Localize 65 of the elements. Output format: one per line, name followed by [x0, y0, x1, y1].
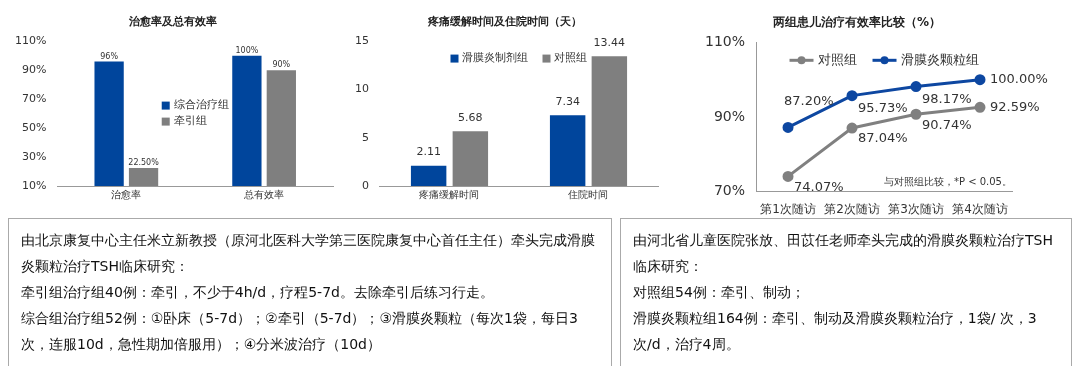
x-tick-label: 疼痛缓解时间: [419, 188, 480, 200]
data-label: 100%: [235, 45, 259, 55]
data-label: 7.34: [555, 94, 580, 108]
data-label: 2.11: [416, 144, 441, 158]
y-tick-label: 110%: [14, 34, 47, 48]
chart-title: 治愈率及总有效率: [127, 15, 217, 29]
x-tick-label: 住院时间: [568, 188, 609, 200]
x-tick-label: 第4次随访: [952, 201, 1008, 216]
text: 由北京康复中心主任米立新教授（原河北医科大学第三医院康复中心首任主任）牵头完成滑膜炎颗粒治疗TSH临床研究：: [21, 231, 596, 276]
y-tick-label: 90%: [713, 107, 746, 124]
x-tick-label: 第3次随访: [888, 201, 944, 216]
point: [782, 170, 794, 182]
text: 牵引组治疗组40例：牵引，不少于4h/d，疗程5-7d。去除牵引后练习行走。: [21, 283, 495, 302]
x-tick-label: 总有效率: [243, 188, 285, 200]
annotation: 与对照组比较，*P < 0.05。: [883, 176, 1012, 188]
data-label: 92.59%: [990, 98, 1040, 114]
point: [846, 90, 858, 102]
legend-label: 牵引组: [173, 114, 207, 128]
text: 综合组治疗组52例：①卧床（5-7d）；②牵引（5-7d）；③滑膜炎颗粒（每次1袋，每日3次，连服10d，急性期加倍服用）；④分米波治疗（10d）: [21, 309, 579, 354]
data-label: 5.68: [458, 110, 483, 124]
data-label: 87.04%: [858, 130, 908, 146]
y-tick-label: 15: [355, 34, 369, 48]
point: [974, 74, 986, 86]
legend-label: 对照组: [554, 51, 588, 65]
y-tick-label: 30%: [21, 149, 47, 163]
data-label: 100.00%: [990, 71, 1048, 87]
point: [974, 101, 986, 113]
point: [910, 81, 922, 93]
y-tick-label: 70%: [713, 182, 746, 199]
y-tick-label: 10%: [21, 178, 47, 192]
legend-label: 滑膜炎颗粒组: [900, 51, 979, 67]
legend-label: 对照组: [817, 51, 857, 67]
bar: [549, 115, 586, 186]
data-label: 98.17%: [922, 90, 972, 106]
chart-title: 两组患儿治疗有效率比较（%）: [771, 15, 942, 30]
bar: [452, 131, 489, 186]
legend-label: 综合治疗组: [173, 98, 229, 112]
point: [846, 122, 858, 134]
data-label: 95.73%: [858, 100, 908, 115]
data-label: 90.74%: [922, 116, 972, 132]
data-label: 96%: [100, 51, 119, 61]
data-label: 90%: [272, 60, 291, 70]
chart-title: 疼痛缓解时间及住院时间（天）: [427, 15, 582, 29]
legend-label: 滑膜炎制剂组: [462, 51, 529, 65]
data-label: 13.44: [593, 35, 626, 49]
y-tick-label: 5: [362, 130, 369, 144]
x-tick-label: 第2次随访: [824, 201, 880, 216]
x-tick-label: 治愈率: [111, 188, 142, 200]
y-tick-label: 0: [362, 178, 369, 192]
x-tick-label: 第1次随访: [760, 201, 816, 216]
y-tick-label: 90%: [21, 63, 47, 77]
bar: [410, 165, 447, 186]
y-tick-label: 70%: [21, 91, 47, 105]
text: 滑膜炎颗粒组164例：牵引、制动及滑膜炎颗粒治疗，1袋/ 次，3次/d，治疗4周。: [633, 309, 1038, 354]
y-tick-label: 50%: [21, 120, 47, 134]
point: [910, 108, 922, 120]
text: 对照组54例：牵引、制动；: [633, 283, 806, 302]
bar: [591, 56, 628, 186]
y-tick-label: 110%: [704, 33, 746, 50]
data-label: 22.50%: [128, 157, 160, 167]
data-label: 74.07%: [794, 178, 844, 194]
data-label: 87.20%: [784, 92, 834, 108]
text: 由河北省儿童医院张放、田苡任老师牵头完成的滑膜炎颗粒治疗TSH临床研究：: [633, 231, 1054, 276]
y-tick-label: 10: [355, 82, 369, 96]
point: [782, 121, 794, 133]
